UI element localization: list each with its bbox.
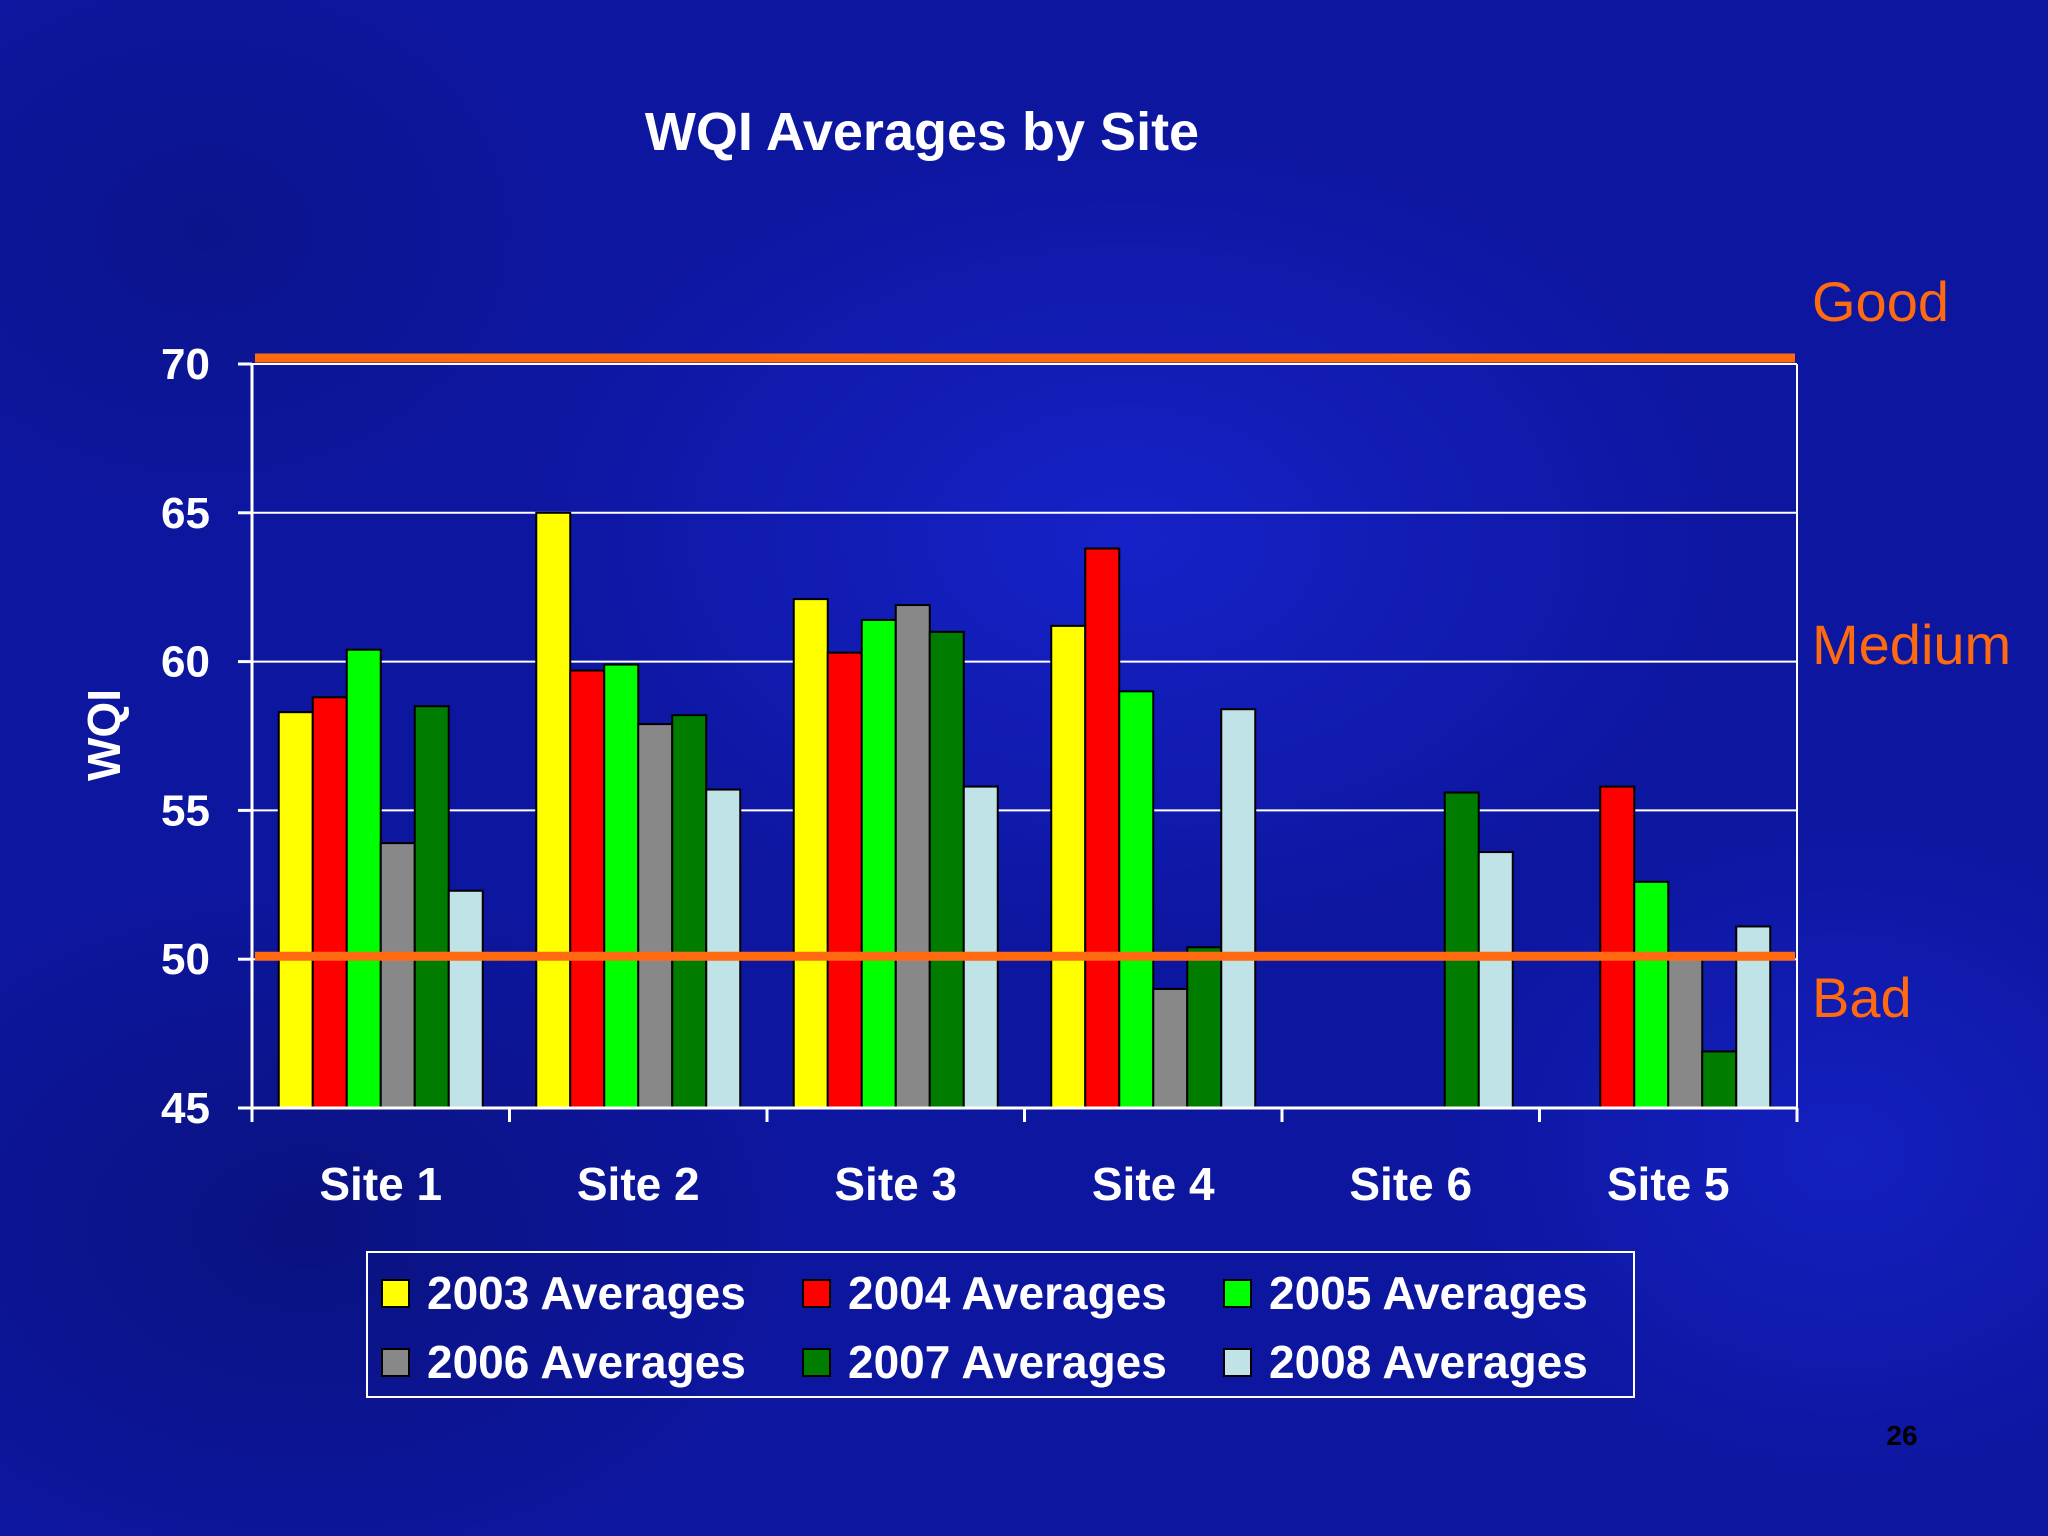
y-axis-label: WQI xyxy=(78,689,130,781)
legend-swatch-2 xyxy=(1223,1279,1252,1308)
page-number: 26 xyxy=(1886,1420,1917,1451)
bar-site-5-1 xyxy=(1599,785,1636,1109)
x-tick-label: Site 4 xyxy=(1092,1158,1215,1210)
bar-site-4-5 xyxy=(1220,708,1257,1109)
y-tick-label: 55 xyxy=(161,786,210,835)
bar-site-4-2 xyxy=(1118,690,1155,1109)
y-tick-label: 70 xyxy=(161,340,210,389)
bar-site-5-2 xyxy=(1633,880,1670,1109)
legend-entry-0: 2003 Averages xyxy=(427,1267,746,1319)
bar-site-2-0 xyxy=(535,511,572,1109)
legend-entry-1: 2004 Averages xyxy=(848,1267,1167,1319)
bar-site-5-3 xyxy=(1667,955,1704,1109)
bars xyxy=(277,511,1772,1110)
bar-site-1-4 xyxy=(413,705,450,1109)
bar-site-1-1 xyxy=(311,696,348,1109)
x-tick-label: Site 5 xyxy=(1607,1158,1730,1210)
legend-entry-3: 2006 Averages xyxy=(427,1336,746,1388)
legend-entry-4: 2007 Averages xyxy=(848,1336,1167,1388)
legend-entry-2: 2005 Averages xyxy=(1269,1267,1588,1319)
x-tick-label: Site 6 xyxy=(1349,1158,1472,1210)
grid-lines xyxy=(252,363,1797,961)
zone-label-good: Good xyxy=(1812,270,1949,333)
y-tick-labels: 45 50 55 60 65 70 xyxy=(161,340,210,1133)
y-tick-label: 65 xyxy=(161,489,210,538)
legend-entry-5: 2008 Averages xyxy=(1269,1336,1588,1388)
legend: 2003 Averages 2004 Averages 2005 Averages 2… xyxy=(366,1251,1635,1398)
bar-site-2-5 xyxy=(705,788,742,1109)
chart-title: WQI Averages by Site xyxy=(645,102,1199,162)
legend-swatch-5 xyxy=(1223,1348,1252,1377)
axes xyxy=(238,362,1799,1122)
bar-site-6-5 xyxy=(1477,851,1514,1110)
x-tick-label: Site 3 xyxy=(834,1158,957,1210)
zone-label-bad: Bad xyxy=(1812,966,1912,1029)
bar-site-3-5 xyxy=(962,785,999,1109)
x-tick-label: Site 1 xyxy=(319,1158,442,1210)
bar-site-3-0 xyxy=(792,598,829,1109)
y-tick-label: 60 xyxy=(161,638,210,687)
bar-site-4-3 xyxy=(1152,987,1189,1110)
x-tick-label: Site 2 xyxy=(577,1158,700,1210)
bar-site-1-2 xyxy=(345,648,382,1109)
bar-site-6-4 xyxy=(1443,791,1480,1109)
zone-label-medium: Medium xyxy=(1812,613,2011,676)
bar-site-1-0 xyxy=(277,711,314,1110)
bar-site-3-1 xyxy=(826,651,863,1109)
bar-site-2-2 xyxy=(603,663,640,1109)
x-category-labels: Site 1 Site 2 Site 3 Site 4 Site 6 Site 5 xyxy=(319,1158,1729,1210)
y-tick-label: 45 xyxy=(161,1084,210,1133)
y-tick-label: 50 xyxy=(161,935,210,984)
bar-site-3-2 xyxy=(860,618,897,1109)
bar-site-2-3 xyxy=(637,723,674,1109)
reference-lines xyxy=(255,353,1795,961)
bar-site-3-3 xyxy=(894,604,931,1110)
legend-swatch-1 xyxy=(802,1279,831,1308)
legend-swatch-3 xyxy=(381,1348,410,1377)
legend-swatch-0 xyxy=(381,1279,410,1308)
bar-site-4-4 xyxy=(1186,946,1223,1110)
bar-site-4-1 xyxy=(1084,547,1121,1109)
bar-site-5-4 xyxy=(1701,1050,1738,1110)
bar-site-2-1 xyxy=(569,669,606,1109)
bar-site-1-5 xyxy=(447,889,484,1110)
legend-swatch-4 xyxy=(802,1348,831,1377)
bar-site-1-3 xyxy=(379,842,416,1109)
bar-site-3-4 xyxy=(928,630,965,1110)
bar-site-2-4 xyxy=(671,714,708,1110)
legend-frame xyxy=(366,1251,1635,1398)
bar-site-4-0 xyxy=(1050,624,1087,1109)
